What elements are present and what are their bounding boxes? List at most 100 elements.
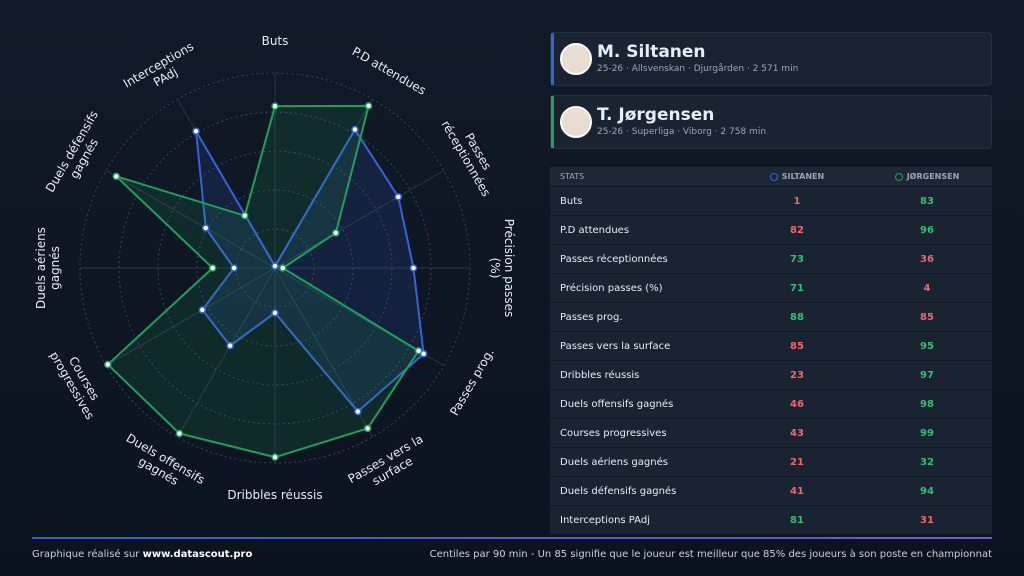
stat-value: 21 bbox=[732, 447, 862, 477]
data-point bbox=[112, 172, 121, 181]
axis-label: Buts bbox=[261, 34, 289, 48]
stat-name: P.D attendues bbox=[550, 215, 732, 245]
stat-name: Interceptions PAdj bbox=[550, 505, 732, 535]
player-name: T. Jørgensen bbox=[597, 105, 715, 125]
stat-value: 85 bbox=[732, 331, 862, 361]
table-row: Duels offensifs gagnés 46 98 bbox=[550, 389, 992, 419]
stat-name: Duels aériens gagnés bbox=[550, 447, 732, 477]
player-card: M. Siltanen 25-26 · Allsvenskan · Djurgår… bbox=[550, 32, 992, 86]
stat-name: Passes prog. bbox=[550, 302, 732, 332]
data-point bbox=[271, 453, 279, 461]
axis-line bbox=[274, 170, 445, 269]
stat-value: 82 bbox=[732, 215, 862, 245]
stat-value: 88 bbox=[732, 302, 862, 332]
stat-value: 81 bbox=[732, 505, 862, 535]
table-row: Précision passes (%) 71 4 bbox=[550, 273, 992, 303]
stat-name: Dribbles réussis bbox=[550, 360, 732, 390]
credit-text: Graphique réalisé sur bbox=[32, 549, 140, 560]
table-row: Buts 1 83 bbox=[550, 186, 992, 216]
avatar bbox=[560, 106, 592, 138]
player-info: 25-26 · Superliga · Viborg · 2 758 min bbox=[597, 127, 767, 137]
data-point bbox=[226, 341, 234, 350]
stat-value: 36 bbox=[862, 244, 992, 274]
header-cell: STATS bbox=[550, 167, 732, 187]
data-point bbox=[351, 125, 359, 134]
stat-name: Buts bbox=[550, 186, 732, 216]
stat-value: 32 bbox=[862, 447, 992, 477]
table-row: Interceptions PAdj 81 31 bbox=[550, 505, 992, 535]
legend-label: JØRGENSEN bbox=[906, 172, 960, 181]
stat-name: Duels défensifs gagnés bbox=[550, 476, 732, 506]
data-point bbox=[332, 229, 340, 237]
data-point bbox=[104, 360, 112, 369]
table-row: P.D attendues 82 96 bbox=[550, 215, 992, 245]
axis-label: Dribbles réussis bbox=[227, 488, 323, 502]
player-card: T. Jørgensen 25-26 · Superliga · Viborg ·… bbox=[550, 95, 992, 149]
table-row: Passes vers la surface 85 95 bbox=[550, 331, 992, 361]
table-row: Passes réceptionnées 73 36 bbox=[550, 244, 992, 274]
table-row: Duels défensifs gagnés 41 94 bbox=[550, 476, 992, 506]
stat-value: 1 bbox=[732, 186, 862, 216]
stat-name: Duels offensifs gagnés bbox=[550, 389, 732, 419]
stat-value: 95 bbox=[862, 331, 992, 361]
stat-value: 85 bbox=[862, 302, 992, 332]
stat-value: 71 bbox=[732, 273, 862, 303]
data-point bbox=[175, 429, 184, 438]
axis-line bbox=[105, 267, 276, 366]
header-cell: SILTANEN bbox=[732, 167, 862, 187]
stat-name: Passes vers la surface bbox=[550, 331, 732, 361]
stat-value: 99 bbox=[862, 418, 992, 448]
stat-name: Précision passes (%) bbox=[550, 273, 732, 303]
table-row: Courses progressives 43 99 bbox=[550, 418, 992, 448]
header-cell: JØRGENSEN bbox=[862, 167, 992, 187]
stat-value: 41 bbox=[732, 476, 862, 506]
radar-chart bbox=[79, 72, 471, 464]
data-point bbox=[414, 347, 423, 355]
legend-label: SILTANEN bbox=[781, 172, 825, 181]
stat-value: 83 bbox=[862, 186, 992, 216]
data-point bbox=[208, 264, 217, 272]
data-point bbox=[394, 193, 403, 201]
credit-link[interactable]: www.datascout.pro bbox=[142, 549, 253, 560]
axis-label: Précision passes (%) bbox=[488, 218, 516, 318]
data-point bbox=[271, 309, 279, 317]
stat-value: 4 bbox=[862, 273, 992, 303]
data-point bbox=[409, 264, 418, 272]
stat-name: Passes réceptionnées bbox=[550, 244, 732, 274]
data-point bbox=[363, 424, 372, 433]
stat-value: 73 bbox=[732, 244, 862, 274]
stat-value: 96 bbox=[862, 215, 992, 245]
table-row: Dribbles réussis 23 97 bbox=[550, 360, 992, 390]
stat-value: 94 bbox=[862, 476, 992, 506]
axis-line bbox=[105, 170, 276, 269]
stats-table: STATS SILTANEN JØRGENSEN Buts 1 83 P.D attendu… bbox=[550, 167, 992, 535]
stat-name: Courses progressives bbox=[550, 418, 732, 448]
data-point bbox=[271, 102, 279, 110]
table-row: Duels aériens gagnés 21 32 bbox=[550, 447, 992, 477]
data-point bbox=[192, 127, 200, 135]
stat-value: 43 bbox=[732, 418, 862, 448]
legend-dot bbox=[769, 172, 778, 181]
data-point bbox=[364, 102, 373, 110]
axis-label: Duels aériens gagnés bbox=[34, 227, 62, 309]
player-name: M. Siltanen bbox=[597, 42, 706, 62]
stat-value: 31 bbox=[862, 505, 992, 535]
data-point bbox=[198, 306, 207, 314]
stat-value: 23 bbox=[732, 360, 862, 390]
stat-value: 98 bbox=[862, 389, 992, 419]
table-row: Passes prog. 88 85 bbox=[550, 302, 992, 332]
divider bbox=[32, 537, 992, 539]
data-point bbox=[241, 211, 249, 220]
data-point bbox=[279, 264, 287, 272]
data-point bbox=[230, 264, 238, 272]
avatar bbox=[560, 43, 592, 75]
player-info: 25-26 · Allsvenskan · Djurgården · 2 571… bbox=[597, 64, 799, 74]
stat-value: 46 bbox=[732, 389, 862, 419]
stat-value: 97 bbox=[862, 360, 992, 390]
data-point bbox=[354, 407, 362, 416]
legend-dot bbox=[894, 172, 903, 181]
axis-line bbox=[177, 267, 276, 438]
table-header: STATS SILTANEN JØRGENSEN bbox=[550, 167, 992, 187]
data-point bbox=[271, 262, 279, 270]
